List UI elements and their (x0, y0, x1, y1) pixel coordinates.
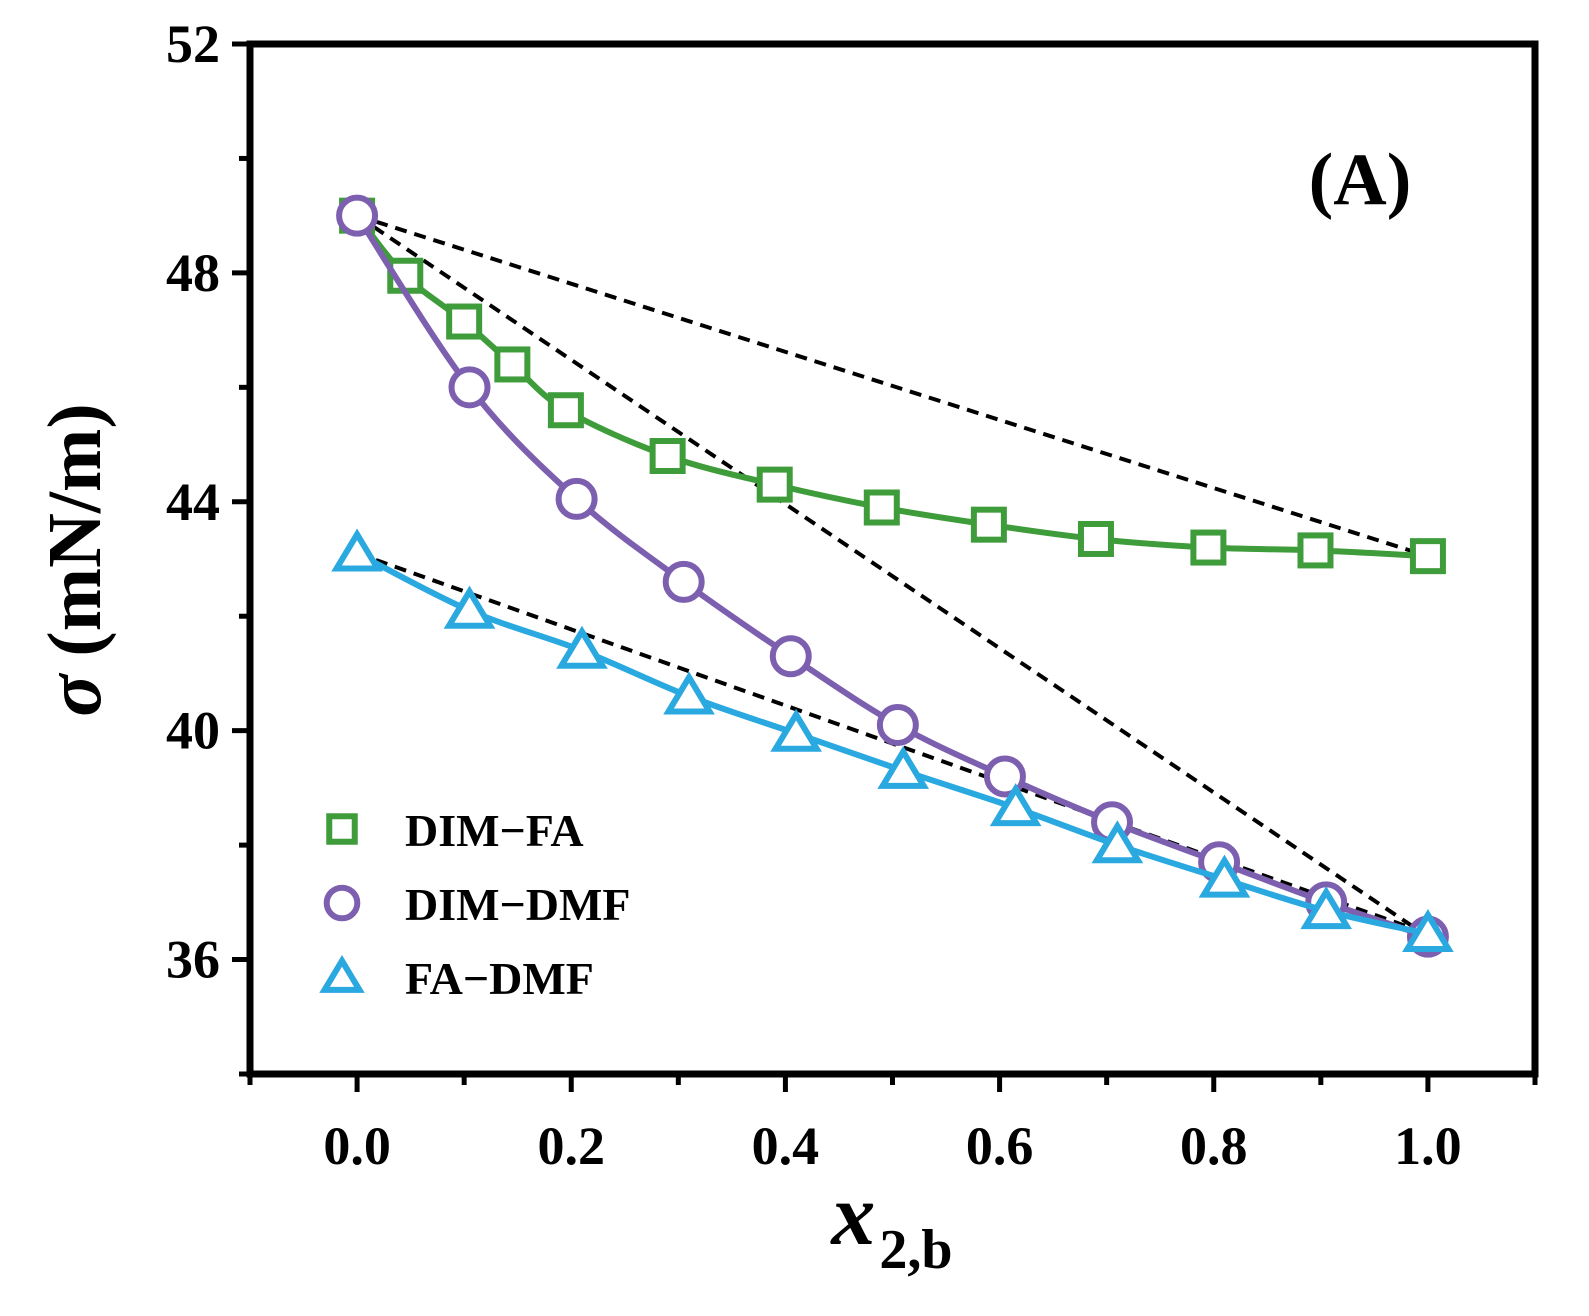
y-tick-label: 52 (166, 14, 220, 74)
data-point (970, 506, 1007, 543)
data-point (331, 528, 383, 572)
legend-marker (319, 955, 365, 993)
y-axis-unit: (mN/m) (33, 403, 117, 656)
x-tick-label: 0.0 (323, 1116, 391, 1176)
data-point (863, 489, 900, 526)
data-point (1190, 529, 1227, 566)
data-point (336, 194, 379, 237)
data-series (331, 194, 1454, 958)
x-tick-label: 0.4 (752, 1116, 820, 1176)
panel-label: (A) (1309, 139, 1412, 221)
svg-text:σ (mN/m): σ (mN/m) (30, 403, 117, 716)
y-tick-label: 48 (166, 243, 220, 303)
x-axis-subscript: 2,b (879, 1219, 952, 1281)
data-point (556, 625, 608, 669)
y-axis-title: σ (mN/m) (30, 403, 117, 716)
x-tick-label: 1.0 (1394, 1116, 1462, 1176)
x-tick-label: 0.8 (1180, 1116, 1248, 1176)
data-point (547, 392, 584, 429)
data-point (555, 477, 598, 520)
data-point (989, 783, 1042, 827)
ideal-dim-fa-line (356, 213, 1429, 559)
legend-label: DIM−FA (405, 805, 584, 856)
data-point (1402, 908, 1454, 953)
y-axis-symbol: σ (30, 673, 117, 717)
data-point (769, 635, 812, 678)
data-point (1198, 854, 1251, 898)
legend: DIM−FA DIM−DMF FA−DMF (319, 805, 631, 1004)
x-tick-label: 0.6 (966, 1116, 1034, 1176)
series-triangle (331, 528, 1454, 953)
legend-item: DIM−DMF (323, 879, 631, 930)
data-point (1297, 532, 1334, 569)
data-point (663, 671, 715, 715)
axis-ticks: 0.0 0.2 0.4 0.6 0.8 1.0 36 40 44 48 52 (166, 14, 1538, 1176)
legend-item: DIM−FA (326, 805, 584, 856)
y-tick-label: 40 (166, 701, 220, 761)
data-point (494, 346, 531, 383)
data-point (983, 755, 1026, 798)
data-point (1091, 820, 1144, 864)
legend-marker (323, 884, 361, 922)
legend-item: FA−DMF (319, 953, 594, 1004)
y-tick-label: 44 (166, 472, 220, 532)
y-tick-label: 36 (166, 930, 220, 990)
data-point (1077, 520, 1114, 557)
legend-label: FA−DMF (405, 953, 594, 1004)
data-point (876, 703, 919, 746)
data-point (770, 708, 822, 752)
data-point (443, 585, 496, 629)
data-point (877, 745, 930, 789)
data-point (1409, 538, 1446, 575)
data-point (446, 303, 483, 340)
data-point (756, 466, 793, 503)
ideal-dim-dmf-line (355, 214, 1430, 939)
data-point (448, 366, 491, 409)
data-point (662, 560, 705, 603)
data-point (649, 438, 686, 474)
data-point (1300, 886, 1353, 930)
x-axis-main: x (829, 1167, 875, 1264)
x-axis-title: x 2,b (829, 1167, 952, 1281)
legend-label: DIM−DMF (405, 879, 631, 930)
x-tick-label: 0.2 (538, 1116, 606, 1176)
legend-marker (326, 813, 358, 845)
